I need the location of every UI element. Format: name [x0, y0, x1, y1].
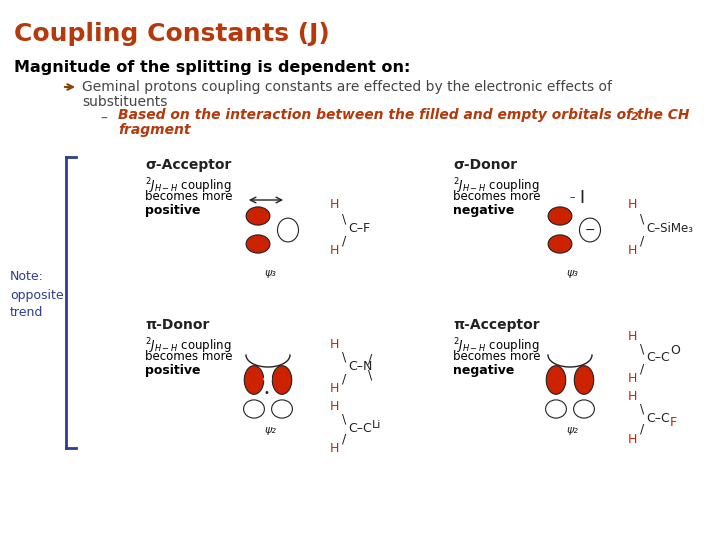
Text: negative: negative	[453, 204, 514, 217]
Ellipse shape	[246, 235, 270, 253]
Ellipse shape	[548, 207, 572, 225]
Text: /: /	[342, 372, 346, 385]
Text: Geminal protons coupling constants are effected by the electronic effects of: Geminal protons coupling constants are e…	[82, 80, 612, 94]
Text: /: /	[342, 433, 346, 446]
Text: becomes more: becomes more	[145, 190, 233, 203]
Text: H: H	[330, 400, 339, 413]
Text: –: –	[100, 112, 107, 126]
Text: H: H	[330, 198, 339, 211]
Text: substituents: substituents	[82, 95, 167, 109]
Text: \: \	[342, 413, 346, 426]
Text: positive: positive	[145, 204, 200, 217]
Text: H: H	[330, 382, 339, 395]
Text: \: \	[640, 403, 644, 416]
Text: \: \	[640, 342, 644, 355]
Text: C–C: C–C	[646, 351, 670, 364]
Text: – ┃: – ┃	[570, 190, 586, 203]
Text: \: \	[368, 368, 372, 381]
Text: σ-Acceptor: σ-Acceptor	[145, 158, 231, 172]
Text: H: H	[628, 330, 637, 343]
Text: H: H	[330, 442, 339, 455]
Text: /: /	[342, 234, 346, 247]
Text: /: /	[368, 353, 372, 366]
Ellipse shape	[244, 366, 264, 394]
Text: C–C: C–C	[646, 412, 670, 425]
Text: H: H	[628, 244, 637, 257]
Text: fragment: fragment	[118, 123, 191, 137]
Text: H: H	[330, 338, 339, 351]
Text: \: \	[342, 351, 346, 364]
Text: C–N: C–N	[348, 360, 372, 373]
Ellipse shape	[546, 366, 566, 394]
Text: ψ₃: ψ₃	[264, 268, 276, 278]
Ellipse shape	[243, 400, 264, 418]
Text: H: H	[628, 433, 637, 446]
Text: ψ₂: ψ₂	[566, 425, 578, 435]
Text: O: O	[670, 344, 680, 357]
Text: Li: Li	[372, 420, 382, 430]
Ellipse shape	[546, 400, 567, 418]
Text: Note:
opposite
trend: Note: opposite trend	[10, 271, 63, 320]
Text: becomes more: becomes more	[453, 350, 541, 363]
Text: \: \	[640, 212, 644, 225]
Text: /: /	[640, 423, 644, 436]
Ellipse shape	[271, 400, 292, 418]
Text: π-Acceptor: π-Acceptor	[453, 318, 539, 332]
Text: −: −	[585, 224, 595, 237]
Text: H: H	[330, 244, 339, 257]
Text: ψ₃: ψ₃	[566, 268, 578, 278]
Text: $^2J_{H-H}$ coupling: $^2J_{H-H}$ coupling	[453, 336, 539, 356]
Text: 2: 2	[631, 112, 639, 122]
Text: C–F: C–F	[348, 222, 370, 235]
Text: becomes more: becomes more	[453, 190, 541, 203]
Ellipse shape	[277, 218, 299, 242]
Ellipse shape	[246, 207, 270, 225]
Text: •: •	[263, 388, 269, 398]
Text: +: +	[566, 375, 574, 385]
Text: π-Donor: π-Donor	[145, 318, 210, 332]
Text: ψ₂: ψ₂	[264, 425, 276, 435]
Text: H: H	[628, 390, 637, 403]
Text: Magnitude of the splitting is dependent on:: Magnitude of the splitting is dependent …	[14, 60, 410, 75]
Text: C–C: C–C	[348, 422, 372, 435]
Ellipse shape	[272, 366, 292, 394]
Text: F: F	[670, 416, 677, 429]
Text: negative: negative	[453, 364, 514, 377]
Text: H: H	[628, 372, 637, 385]
Text: ••: ••	[262, 375, 274, 385]
Text: C–SiMe₃: C–SiMe₃	[646, 222, 693, 235]
Text: positive: positive	[145, 364, 200, 377]
Text: becomes more: becomes more	[145, 350, 233, 363]
Ellipse shape	[574, 400, 595, 418]
Text: Coupling Constants (J): Coupling Constants (J)	[14, 22, 330, 46]
Text: \: \	[342, 212, 346, 225]
Text: $^2J_{H-H}$ coupling: $^2J_{H-H}$ coupling	[145, 176, 232, 195]
Text: $^2J_{H-H}$ coupling: $^2J_{H-H}$ coupling	[453, 176, 539, 195]
Text: /: /	[640, 362, 644, 375]
Ellipse shape	[548, 235, 572, 253]
Ellipse shape	[580, 218, 600, 242]
Text: σ-Donor: σ-Donor	[453, 158, 517, 172]
Text: /: /	[640, 234, 644, 247]
Text: $^2J_{H-H}$ coupling: $^2J_{H-H}$ coupling	[145, 336, 232, 356]
Text: H: H	[628, 198, 637, 211]
Text: Based on the interaction between the filled and empty orbitals of the CH: Based on the interaction between the fil…	[118, 108, 690, 122]
Ellipse shape	[575, 366, 594, 394]
